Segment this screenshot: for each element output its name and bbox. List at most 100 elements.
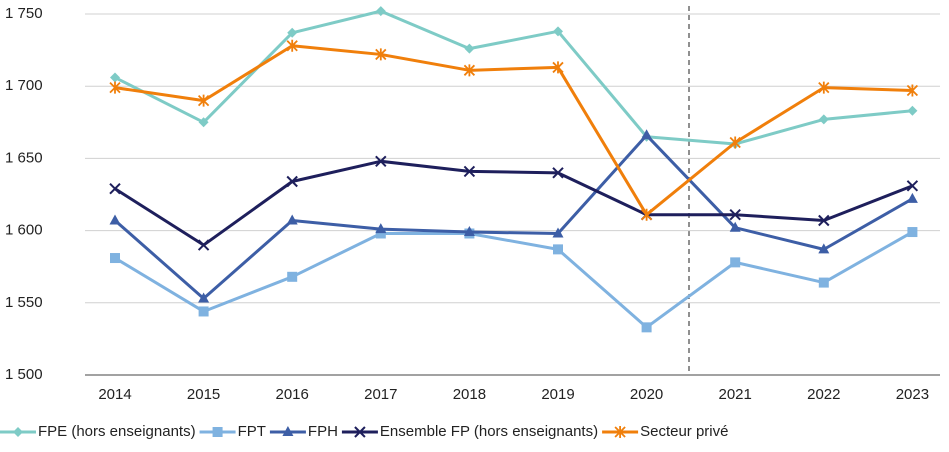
marker [907,105,918,116]
marker-shape [463,64,476,77]
x-tick-label: 2019 [541,386,574,403]
marker [906,192,918,203]
marker [375,6,386,17]
legend-label: Ensemble FP (hors enseignants) [380,423,598,440]
marker [198,306,209,317]
marker [286,39,298,52]
marker [198,292,210,303]
marker [287,271,298,282]
marker [375,223,387,234]
marker [354,426,366,438]
y-tick-label: 1 650 [5,149,43,166]
marker [110,72,120,83]
marker [818,277,829,288]
series-line [114,230,914,329]
marker-shape [729,136,741,149]
x-tick-label: 2015 [187,386,220,403]
marker-shape [614,426,626,438]
marker [110,253,120,264]
marker [198,117,209,128]
marker-shape [109,183,121,195]
x-tick-label: 2017 [364,386,397,403]
marker [640,208,653,221]
marker [730,257,741,268]
marker-shape [354,426,366,438]
marker [818,243,830,254]
marker [197,239,210,251]
legend-label: Secteur privé [640,423,728,440]
marker-shape [907,105,918,116]
x-tick-label: 2020 [630,386,663,403]
marker-shape [818,277,829,288]
x-tick-label: 2023 [896,386,929,403]
marker [907,227,918,238]
marker [614,426,626,438]
marker-shape [198,292,210,303]
marker-shape [375,48,387,61]
marker [13,427,23,437]
marker-shape [553,26,563,37]
marker-shape [553,244,563,255]
marker-shape [818,114,829,125]
marker-shape [375,228,386,239]
marker [464,43,475,54]
series-line [114,9,913,146]
marker-shape [907,227,918,238]
marker [463,226,475,237]
marker [463,165,476,178]
marker-shape [464,43,475,54]
marker [287,27,298,38]
marker [818,114,829,125]
marker-shape [282,426,294,436]
marker-shape [197,94,210,107]
marker [729,209,741,221]
marker [553,26,563,37]
marker-shape [818,243,830,254]
x-tick-label: 2021 [719,386,752,403]
marker-shape [729,209,741,221]
marker [282,426,294,436]
marker-shape [906,84,919,97]
marker [286,175,298,188]
x-tick-label: 2018 [453,386,486,403]
marker-shape [286,175,298,188]
marker [906,180,919,192]
marker-shape [197,239,210,251]
y-tick-label: 1 700 [5,77,43,94]
marker [553,244,563,255]
marker-shape [730,257,741,268]
y-tick-label: 1 550 [5,294,43,311]
marker-shape [552,61,564,74]
marker-shape [641,322,652,333]
marker-shape [212,427,223,437]
marker [109,183,121,195]
x-tick-label: 2022 [807,386,840,403]
marker-shape [640,208,653,221]
marker-shape [818,214,830,227]
marker [729,221,741,232]
marker-shape [729,221,741,232]
marker [375,228,386,239]
marker [818,81,830,94]
marker-shape [110,253,120,264]
marker-shape [286,214,298,225]
marker [197,94,210,107]
marker-shape [641,129,653,140]
y-tick-label: 1 500 [5,366,43,383]
marker-shape [552,227,564,238]
marker [109,81,121,94]
marker-shape [109,214,121,225]
marker [641,322,652,333]
marker-shape [463,226,475,237]
legend-label: FPH [308,423,338,440]
marker-shape [287,271,298,282]
marker [552,227,564,238]
marker-shape [552,167,564,179]
x-tick-label: 2016 [276,386,309,403]
marker-shape [906,192,918,203]
marker [729,136,741,149]
marker-shape [110,72,120,83]
y-tick-label: 1 750 [5,5,43,22]
marker-shape [463,165,476,178]
